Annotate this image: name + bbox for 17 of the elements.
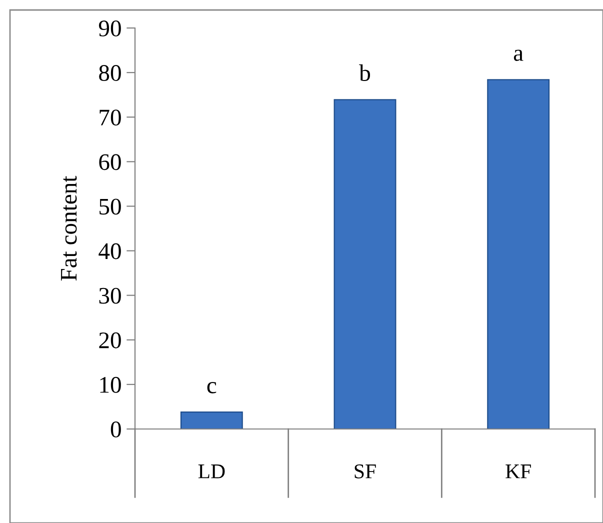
y-tick-label: 50: [100, 198, 121, 215]
x-tick-label: KF: [506, 464, 531, 478]
y-tick-label: 30: [99, 288, 121, 304]
y-tick-label: 40: [98, 243, 121, 260]
y-axis-title: Fat content: [61, 176, 77, 281]
annotation: b: [359, 64, 370, 82]
x-tick-label: LD: [198, 464, 225, 478]
y-tick-label: 60: [99, 154, 121, 170]
y-tick-label: 20: [99, 332, 121, 348]
y-tick-label: 0: [110, 421, 121, 438]
y-tick-label: 80: [99, 65, 121, 81]
y-tick-label: 10: [100, 376, 121, 393]
annotation: c: [207, 382, 216, 394]
y-tick-label: 70: [100, 110, 121, 126]
x-tick-label: SF: [354, 464, 376, 478]
annotation: a: [514, 50, 524, 61]
y-tick-label: 90: [98, 20, 121, 36]
